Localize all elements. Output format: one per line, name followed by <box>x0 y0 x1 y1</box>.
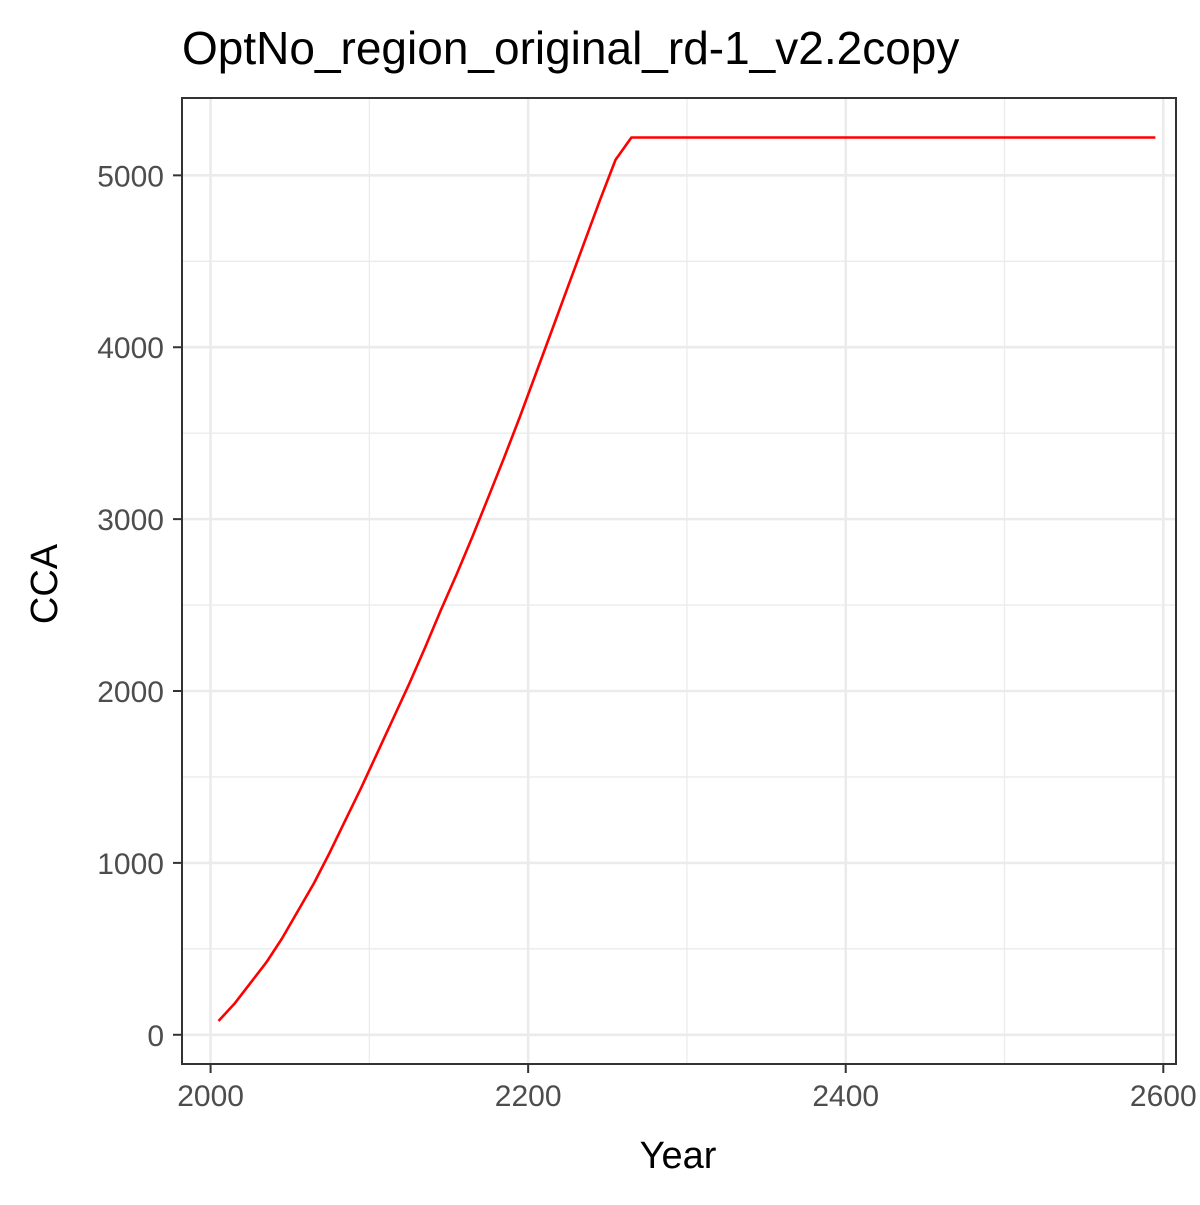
y-tick-label: 1000 <box>97 848 164 881</box>
x-tick-label: 2600 <box>1130 1080 1197 1113</box>
series-line-0 <box>217 136 1156 1022</box>
axis-ticks: 2000 2200 2400 2600 0 1000 2000 3000 4000 5000 <box>97 160 1196 1113</box>
chart-title: OptNo_region_original_rd-1_v2.2copy <box>182 22 959 74</box>
x-tick-label: 2200 <box>495 1080 562 1113</box>
plot-panel-border <box>181 97 1177 1065</box>
x-tick-label: 2000 <box>177 1080 244 1113</box>
y-tick-label: 3000 <box>97 504 164 537</box>
y-tick-label: 0 <box>147 1020 164 1053</box>
y-axis-title: CCA <box>24 543 66 624</box>
y-tick-label: 5000 <box>97 160 164 193</box>
series-layer <box>217 136 1156 1022</box>
x-tick-label: 2400 <box>812 1080 879 1113</box>
y-tick-label: 2000 <box>97 676 164 709</box>
x-axis-title: Year <box>640 1135 717 1177</box>
y-tick-label: 4000 <box>97 332 164 365</box>
grid-lines <box>182 98 1176 1064</box>
